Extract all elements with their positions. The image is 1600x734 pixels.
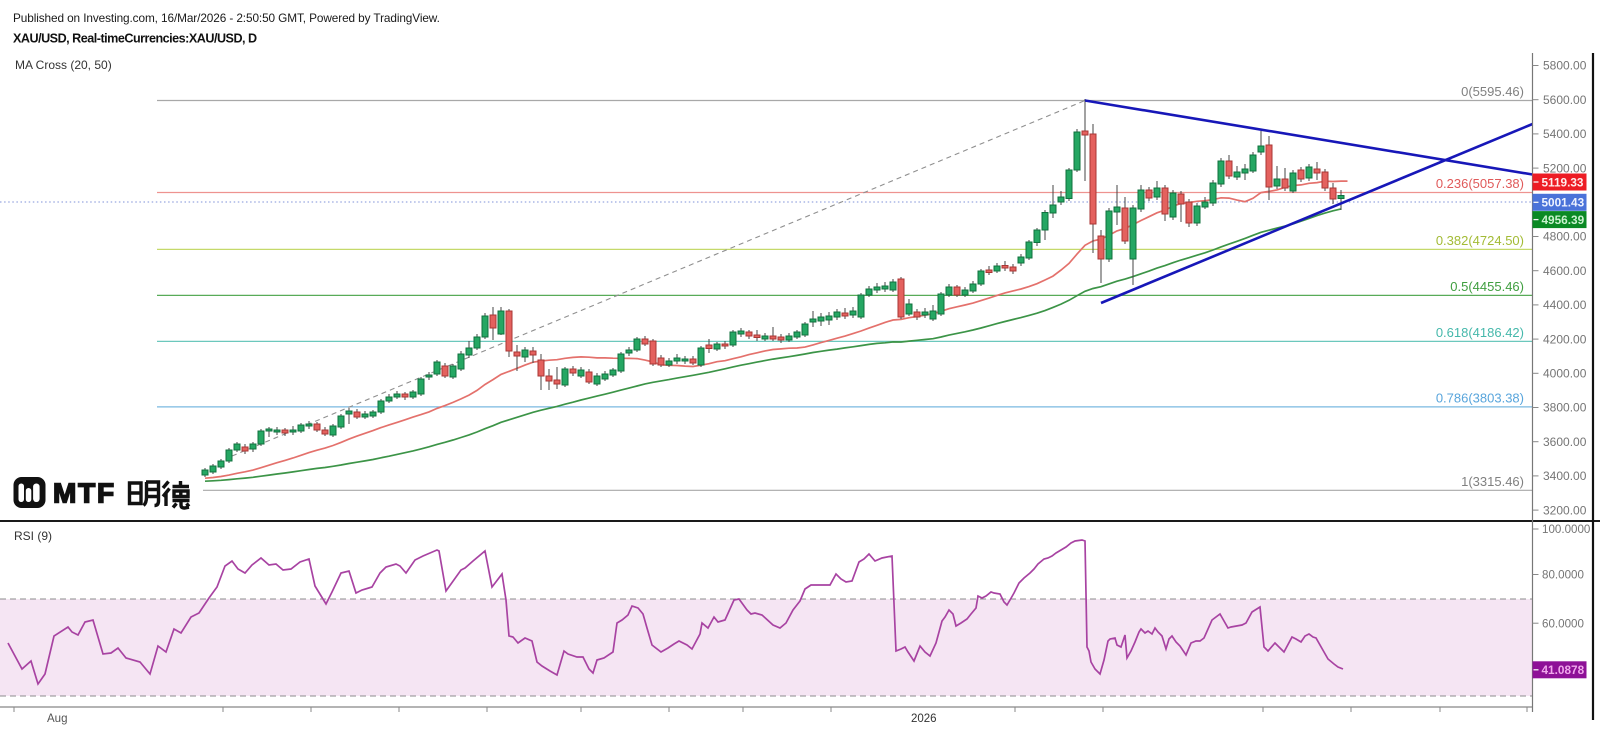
svg-text:5400.00: 5400.00 (1543, 127, 1587, 141)
svg-text:0.236(5057.38): 0.236(5057.38) (1436, 176, 1524, 191)
svg-text:4000.00: 4000.00 (1543, 367, 1587, 381)
svg-text:3800.00: 3800.00 (1543, 401, 1587, 415)
svg-text:Aug: Aug (47, 713, 67, 725)
svg-text:0(5595.46): 0(5595.46) (1461, 84, 1524, 99)
svg-text:2026: 2026 (911, 713, 937, 725)
svg-text:5119.33: 5119.33 (1542, 175, 1584, 189)
svg-text:3600.00: 3600.00 (1543, 435, 1587, 449)
svg-text:4800.00: 4800.00 (1543, 230, 1587, 244)
svg-text:0.786(3803.38): 0.786(3803.38) (1436, 390, 1524, 405)
svg-text:0.618(4186.42): 0.618(4186.42) (1436, 325, 1524, 340)
svg-text:4956.39: 4956.39 (1542, 213, 1585, 227)
svg-text:0.382(4724.50): 0.382(4724.50) (1436, 233, 1524, 248)
svg-text:0.5(4455.46): 0.5(4455.46) (1450, 279, 1524, 294)
svg-text:5200.00: 5200.00 (1543, 161, 1587, 175)
svg-text:5600.00: 5600.00 (1543, 93, 1587, 107)
svg-text:41.0878: 41.0878 (1542, 663, 1585, 677)
svg-text:5800.00: 5800.00 (1543, 59, 1587, 73)
svg-text:MTF: MTF (53, 478, 116, 509)
svg-text:5001.43: 5001.43 (1542, 196, 1585, 210)
svg-text:4600.00: 4600.00 (1543, 264, 1587, 278)
svg-text:3200.00: 3200.00 (1543, 503, 1587, 517)
svg-text:100.0000: 100.0000 (1542, 523, 1590, 536)
svg-text:Published on Investing.com, 16: Published on Investing.com, 16/Mar/2026 … (13, 11, 440, 25)
svg-text:60.0000: 60.0000 (1542, 617, 1584, 630)
svg-text:3400.00: 3400.00 (1543, 469, 1587, 483)
svg-text:1(3315.46): 1(3315.46) (1461, 474, 1524, 489)
svg-text:MA Cross (20, 50): MA Cross (20, 50) (15, 58, 112, 72)
svg-text:4200.00: 4200.00 (1543, 332, 1587, 346)
svg-text:RSI (9): RSI (9) (14, 529, 52, 543)
svg-text:80.0000: 80.0000 (1542, 569, 1584, 582)
svg-text:XAU/USD, Real-timeCurrencies:X: XAU/USD, Real-timeCurrencies:XAU/USD, D (13, 32, 257, 46)
svg-text:4400.00: 4400.00 (1543, 298, 1587, 312)
